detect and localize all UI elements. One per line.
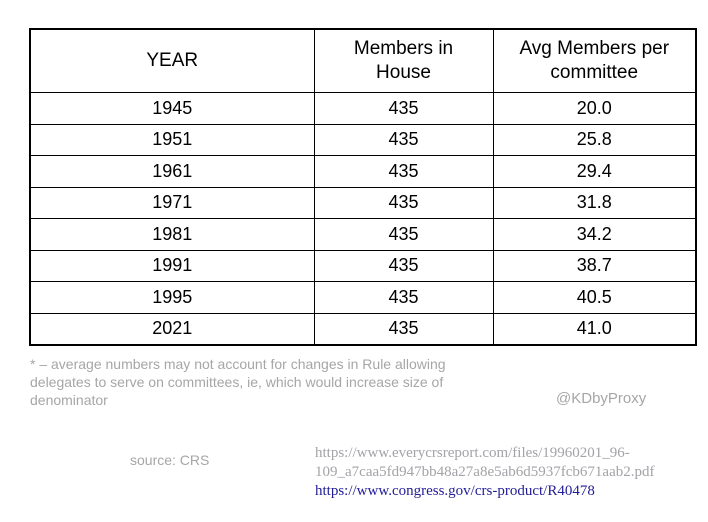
table-cell: 1951 [29, 123, 315, 156]
table-cell: 25.8 [492, 123, 697, 156]
table-cell: 41.0 [492, 312, 697, 346]
header-avg-members-per-committee: Avg Members per committee [492, 28, 697, 93]
source-label: source: CRS [130, 452, 210, 468]
congress-crs-product-link[interactable]: https://www.congress.gov/crs-product/R40… [315, 483, 595, 499]
table-header-row: YEAR Members in House Avg Members per co… [29, 28, 697, 93]
table-cell: 1991 [29, 249, 315, 282]
table-row: 1951 435 25.8 [29, 123, 697, 156]
table-row: 1971 435 31.8 [29, 186, 697, 219]
table-cell: 435 [313, 249, 494, 282]
table-cell: 29.4 [492, 155, 697, 188]
table-cell: 435 [313, 92, 494, 125]
table-cell: 20.0 [492, 92, 697, 125]
table-cell: 1961 [29, 155, 315, 188]
table-cell: 435 [313, 186, 494, 219]
table-cell: 1945 [29, 92, 315, 125]
table-cell: 1995 [29, 281, 315, 314]
table-cell: 38.7 [492, 249, 697, 282]
table-body: 1945 435 20.0 1951 435 25.8 1961 435 29.4 1971 435… [29, 92, 697, 346]
table-row: 1981 435 34.2 [29, 218, 697, 251]
table-cell: 2021 [29, 312, 315, 346]
table-row: 1961 435 29.4 [29, 155, 697, 188]
members-committee-table: YEAR Members in House Avg Members per co… [29, 28, 697, 346]
table-row: 1991 435 38.7 [29, 249, 697, 282]
table-cell: 40.5 [492, 281, 697, 314]
table-cell: 1971 [29, 186, 315, 219]
attribution-handle: @KDbyProxy [556, 390, 647, 407]
table-cell: 435 [313, 281, 494, 314]
header-members-in-house: Members in House [313, 28, 494, 93]
everycrsreport-url-text: https://www.everycrsreport.com/files/199… [315, 445, 655, 480]
table-row: 1945 435 20.0 [29, 92, 697, 125]
table-cell: 34.2 [492, 218, 697, 251]
table-cell: 435 [313, 123, 494, 156]
table-cell: 435 [313, 218, 494, 251]
table-cell: 435 [313, 155, 494, 188]
table-cell: 435 [313, 312, 494, 346]
header-year: YEAR [29, 28, 315, 93]
table-cell: 1981 [29, 218, 315, 251]
table-cell: 31.8 [492, 186, 697, 219]
table-row: 2021 435 41.0 [29, 312, 697, 346]
source-url-block: https://www.everycrsreport.com/files/199… [315, 444, 685, 501]
table-row: 1995 435 40.5 [29, 281, 697, 314]
footnote-text: * – average numbers may not account for … [30, 356, 446, 408]
